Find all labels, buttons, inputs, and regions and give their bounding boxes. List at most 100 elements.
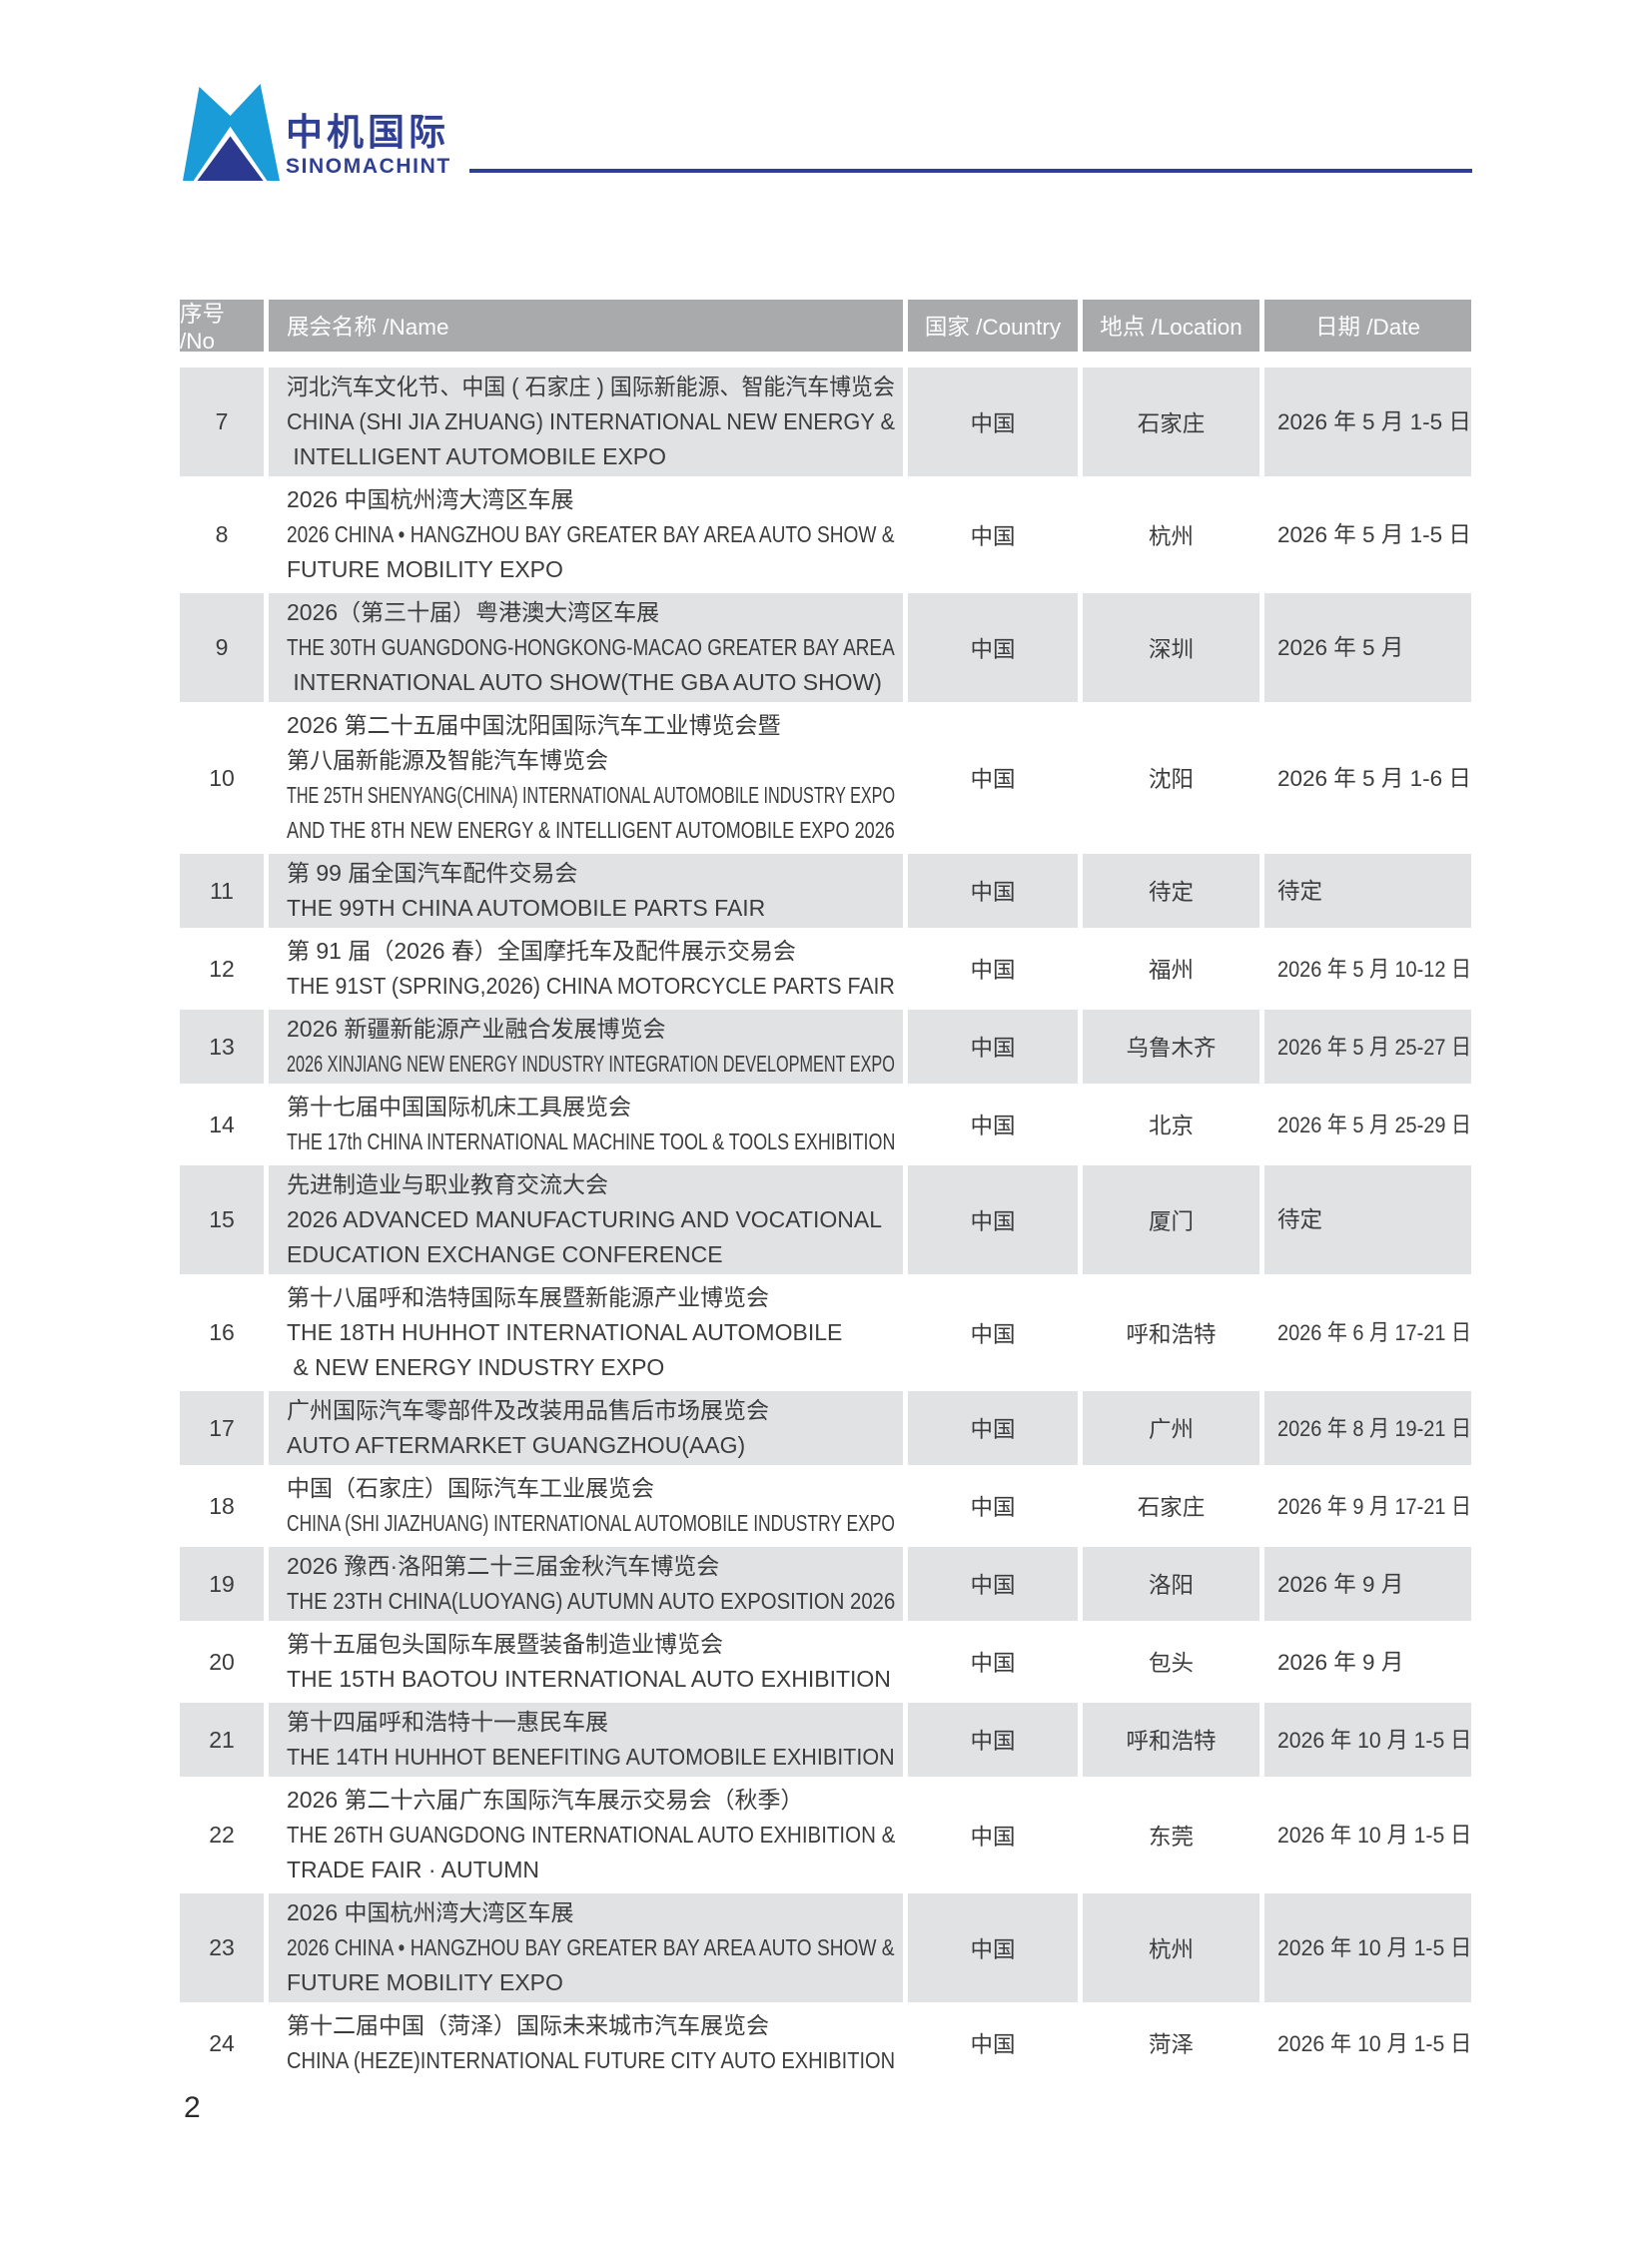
date-text: 2026 年 5 月 1-5 日 [1277,409,1471,434]
cell-date: 2026 年 9 月 [1264,1547,1471,1621]
row-number: 7 [215,408,229,434]
cell-no: 15 [180,1165,264,1274]
name-line: CHINA (HEZE)INTERNATIONAL FUTURE CITY AU… [287,2047,896,2073]
row-number: 15 [209,1206,235,1232]
cell-location: 石家庄 [1083,368,1259,476]
cell-date: 待定 [1264,854,1471,928]
logo-en-text: SINOMACHINT [286,155,451,178]
name-line: TRADE FAIR · AUTUMN [287,1857,540,1882]
name-line: THE 15TH BAOTOU INTERNATIONAL AUTO EXHIB… [287,1666,891,1692]
cell-name: 第十二届中国（菏泽）国际未来城市汽车展览会 CHINA (HEZE)INTERNA… [269,2006,903,2080]
name-line: 2026 豫西·洛阳第二十三届金秋汽车博览会 [287,1553,720,1579]
cell-location: 北京 [1083,1088,1259,1161]
name-line: 2026（第三十届）粤港澳大湾区车展 [287,599,660,625]
row-number: 21 [209,1726,235,1753]
row-number: 20 [209,1648,235,1675]
row-number: 16 [209,1319,235,1345]
cell-date: 2026 年 9 月 17-21 日 [1264,1469,1471,1543]
date-text: 2026 年 5 月 10-12 日 [1277,956,1471,982]
cell-name: 2026 豫西·洛阳第二十三届金秋汽车博览会 THE 23TH CHINA(LUO… [269,1547,903,1621]
row-number: 8 [215,521,229,547]
name-line: 第 99 届全国汽车配件交易会 [287,860,578,886]
date-text: 2026 年 10 月 1-5 日 [1277,2030,1472,2056]
cell-name: 河北汽车文化节、中国 ( 石家庄 ) 国际新能源、智能汽车博览会 CHINA (S… [269,368,903,476]
cell-country: 中国 [908,2006,1078,2080]
date-text: 2026 年 5 月 25-29 日 [1277,1112,1471,1137]
name-line: 河北汽车文化节、中国 ( 石家庄 ) 国际新能源、智能汽车博览会 [287,374,895,399]
cell-location: 杭州 [1083,1893,1259,2002]
name-line: 第十五届包头国际车展暨装备制造业博览会 [287,1631,723,1657]
cell-no: 24 [180,2006,264,2080]
table-row: 21 第十四届呼和浩特十一惠民车展 THE 14TH HUHHOT BENEFITI… [180,1703,1471,1777]
cell-date: 2026 年 10 月 1-5 日 [1264,1703,1471,1777]
name-line: CHINA (SHI JIAZHUANG) INTERNATIONAL AUTO… [287,1510,895,1536]
logo-block: 中机国际 SINOMACHINT [183,84,782,184]
name-line: 2026 CHINA • HANGZHOU BAY GREATER BAY AR… [287,1934,895,1960]
cell-country: 中国 [908,1391,1078,1465]
cell-no: 9 [180,593,264,702]
cell-date: 待定 [1264,1165,1471,1274]
name-line: THE 99TH CHINA AUTOMOBILE PARTS FAIR [287,895,766,921]
name-line: 第十二届中国（菏泽）国际未来城市汽车展览会 [287,2012,769,2038]
cell-location: 厦门 [1083,1165,1259,1274]
date-text: 2026 年 10 月 1-5 日 [1277,1727,1472,1753]
cell-country: 中国 [908,1010,1078,1084]
cell-no: 19 [180,1547,264,1621]
row-number: 14 [209,1111,235,1137]
cell-country: 中国 [908,1165,1078,1274]
cell-name: 中国（石家庄）国际汽车工业展览会 CHINA (SHI JIAZHUANG) IN… [269,1469,903,1543]
cell-location: 杭州 [1083,480,1259,589]
row-number: 18 [209,1492,235,1519]
table-row: 7 河北汽车文化节、中国 ( 石家庄 ) 国际新能源、智能汽车博览会 CHINA (… [180,368,1471,476]
header-cell-location: 地点 /Location [1083,300,1259,352]
cell-country: 中国 [908,1703,1078,1777]
name-line: THE 91ST (SPRING,2026) CHINA MOTORCYCLE … [287,973,895,999]
cell-name: 2026 新疆新能源产业融合发展博览会 2026 XINJIANG NEW ENE… [269,1010,903,1084]
cell-location: 包头 [1083,1625,1259,1699]
name-line: 2026 ADVANCED MANUFACTURING AND VOCATION… [287,1206,883,1232]
cell-date: 2026 年 10 月 1-5 日 [1264,2006,1471,2080]
cell-no: 17 [180,1391,264,1465]
name-line: 2026 中国杭州湾大湾区车展 [287,486,574,512]
cell-country: 中国 [908,1781,1078,1889]
row-number: 10 [209,764,235,791]
cell-no: 8 [180,480,264,589]
cell-date: 2026 年 5 月 25-29 日 [1264,1088,1471,1161]
cell-location: 呼和浩特 [1083,1278,1259,1387]
date-text: 2026 年 5 月 1-6 日 [1277,765,1471,791]
cell-date: 2026 年 5 月 [1264,593,1471,702]
cell-country: 中国 [908,368,1078,476]
table-row: 20 第十五届包头国际车展暨装备制造业博览会 THE 15TH BAOTOU INT… [180,1625,1471,1699]
cell-no: 22 [180,1781,264,1889]
cell-country: 中国 [908,854,1078,928]
cell-date: 2026 年 10 月 1-5 日 [1264,1781,1471,1889]
name-line: THE 25TH SHENYANG(CHINA) INTERNATIONAL A… [287,782,896,808]
name-line: FUTURE MOBILITY EXPO [287,556,563,582]
header-cell-no: 序号 /No [180,300,264,354]
header-cell-country: 国家 /Country [908,300,1078,352]
cell-location: 待定 [1083,854,1259,928]
cell-no: 14 [180,1088,264,1161]
header-rule [469,169,1472,173]
cell-country: 中国 [908,1088,1078,1161]
cell-location: 东莞 [1083,1781,1259,1889]
name-line: INTERNATIONAL AUTO SHOW(THE GBA AUTO SHO… [287,669,882,695]
cell-no: 10 [180,706,264,850]
cell-country: 中国 [908,593,1078,702]
name-line: THE 23TH CHINA(LUOYANG) AUTUMN AUTO EXPO… [287,1588,896,1614]
cell-name: 2026（第三十届）粤港澳大湾区车展 THE 30TH GUANGDONG-HON… [269,593,903,702]
table-body: 7 河北汽车文化节、中国 ( 石家庄 ) 国际新能源、智能汽车博览会 CHINA (… [180,368,1471,2080]
name-line: 中国（石家庄）国际汽车工业展览会 [287,1475,654,1501]
cell-name: 2026 中国杭州湾大湾区车展 2026 CHINA • HANGZHOU BAY… [269,1893,903,2002]
name-line: 2026 新疆新能源产业融合发展博览会 [287,1016,666,1042]
cell-name: 2026 第二十五届中国沈阳国际汽车工业博览会暨 第八届新能源及智能汽车博览会 TH… [269,706,903,850]
date-text: 待定 [1277,878,1323,904]
sinomach-mountain-logo-icon [183,84,280,181]
table-row: 12 第 91 届（2026 春）全国摩托车及配件展示交易会 THE 91ST (S… [180,932,1471,1006]
cell-country: 中国 [908,1893,1078,2002]
table-header-row: 序号 /No 展会名称 /Name 国家 /Country 地点 /Locati… [180,300,1471,354]
cell-no: 7 [180,368,264,476]
date-text: 2026 年 9 月 [1277,1649,1404,1675]
cell-location: 乌鲁木齐 [1083,1010,1259,1084]
cell-name: 第十五届包头国际车展暨装备制造业博览会 THE 15TH BAOTOU INTER… [269,1625,903,1699]
